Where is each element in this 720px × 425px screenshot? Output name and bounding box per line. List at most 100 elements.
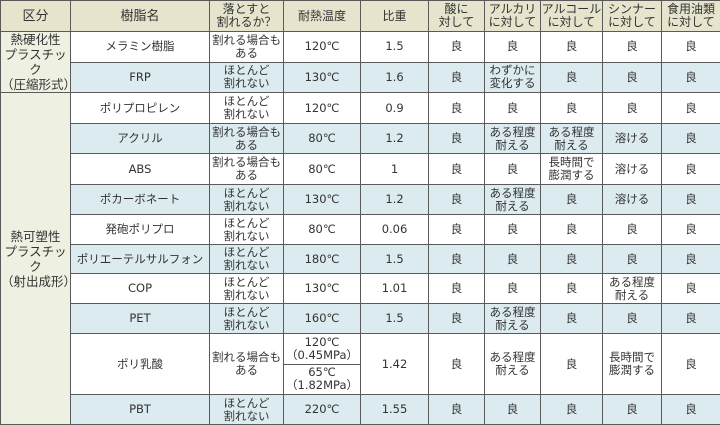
acid-cell: 良 [429, 274, 485, 304]
temperature-condition: 65℃ （1.82MPa） [284, 364, 360, 395]
thinner-cell: 良 [603, 215, 662, 245]
drop-break-cell: ほとんど 割れない [210, 395, 284, 425]
header-row: 区分 樹脂名 落とすと 割れるか？ 耐熱温度 比重 酸に 対して アルカリ に対… [1, 1, 720, 32]
specific-gravity-cell: 1.5 [361, 32, 429, 63]
specific-gravity-cell: 1.01 [361, 274, 429, 304]
edible-oil-cell: 良 [662, 245, 720, 274]
alkali-cell: 良 [485, 93, 541, 124]
resin-name-cell: PET [71, 304, 210, 334]
specific-gravity-cell: 0.9 [361, 93, 429, 124]
resin-name-cell: ポカーボネート [71, 185, 210, 215]
alcohol-cell: 良 [541, 304, 603, 334]
category-cell: 熱可塑性 プラスチック （射出成形） [1, 93, 71, 425]
resin-name-cell: ABS [71, 154, 210, 185]
specific-gravity-cell: 1 [361, 154, 429, 185]
header-resin-name: 樹脂名 [71, 1, 210, 32]
alcohol-cell: 長時間で 膨潤する [541, 154, 603, 185]
acid-cell: 良 [429, 334, 485, 395]
category-cell: 熱硬化性 プラスチック （圧縮形式） [1, 32, 71, 93]
acid-cell: 良 [429, 185, 485, 215]
acid-cell: 良 [429, 93, 485, 124]
split-temperature: 120℃ （0.45MPa）65℃ （1.82MPa） [284, 334, 360, 394]
acid-cell: 良 [429, 32, 485, 63]
edible-oil-cell: 良 [662, 304, 720, 334]
drop-break-cell: ほとんど 割れない [210, 304, 284, 334]
thinner-cell: 良 [603, 32, 662, 63]
thinner-cell: 溶ける [603, 154, 662, 185]
heat-resistance-cell: 120℃ [284, 93, 361, 124]
resin-name-cell: FRP [71, 62, 210, 93]
heat-resistance-cell: 80℃ [284, 215, 361, 245]
header-edible-oil: 食用油類 に対して [662, 1, 720, 32]
alkali-cell: 良 [485, 274, 541, 304]
thinner-cell: 長時間で 膨潤する [603, 334, 662, 395]
drop-break-cell: 割れる場合も ある [210, 32, 284, 63]
resin-name-cell: ポリ乳酸 [71, 334, 210, 395]
alcohol-cell: 良 [541, 62, 603, 93]
alcohol-cell: 良 [541, 185, 603, 215]
alkali-cell: 良 [485, 154, 541, 185]
header-drop-break: 落とすと 割れるか？ [210, 1, 284, 32]
resin-name-cell: ポリプロピレン [71, 93, 210, 124]
specific-gravity-cell: 1.2 [361, 124, 429, 154]
temperature-condition: 120℃ （0.45MPa） [284, 334, 360, 364]
alkali-cell: ある程度 耐える [485, 334, 541, 395]
drop-break-cell: ほとんど 割れない [210, 185, 284, 215]
alkali-cell: ある程度 耐える [485, 124, 541, 154]
heat-resistance-cell: 130℃ [284, 185, 361, 215]
specific-gravity-cell: 1.55 [361, 395, 429, 425]
acid-cell: 良 [429, 154, 485, 185]
alkali-cell: 良 [485, 32, 541, 63]
thinner-cell: 溶ける [603, 185, 662, 215]
alcohol-cell: 良 [541, 334, 603, 395]
resin-name-cell: PBT [71, 395, 210, 425]
edible-oil-cell: 良 [662, 334, 720, 395]
acid-cell: 良 [429, 62, 485, 93]
heat-resistance-cell: 130℃ [284, 274, 361, 304]
edible-oil-cell: 良 [662, 185, 720, 215]
specific-gravity-cell: 1.5 [361, 245, 429, 274]
resin-name-cell: アクリル [71, 124, 210, 154]
specific-gravity-cell: 1.2 [361, 185, 429, 215]
heat-resistance-cell: 120℃ （0.45MPa）65℃ （1.82MPa） [284, 334, 361, 395]
heat-resistance-cell: 130℃ [284, 62, 361, 93]
alcohol-cell: 良 [541, 274, 603, 304]
header-acid: 酸に 対して [429, 1, 485, 32]
specific-gravity-cell: 1.6 [361, 62, 429, 93]
heat-resistance-cell: 220℃ [284, 395, 361, 425]
header-category: 区分 [1, 1, 71, 32]
heat-resistance-cell: 160℃ [284, 304, 361, 334]
header-alcohol: アルコール に対して [541, 1, 603, 32]
alkali-cell: 良 [485, 245, 541, 274]
thinner-cell: 良 [603, 395, 662, 425]
acid-cell: 良 [429, 124, 485, 154]
edible-oil-cell: 良 [662, 215, 720, 245]
drop-break-cell: ほとんど 割れない [210, 62, 284, 93]
drop-break-cell: ほとんど 割れない [210, 274, 284, 304]
header-thinner: シンナー に対して [603, 1, 662, 32]
alcohol-cell: 良 [541, 215, 603, 245]
acid-cell: 良 [429, 395, 485, 425]
heat-resistance-cell: 80℃ [284, 124, 361, 154]
heat-resistance-cell: 180℃ [284, 245, 361, 274]
thinner-cell: 良 [603, 62, 662, 93]
drop-break-cell: ほとんど 割れない [210, 245, 284, 274]
alcohol-cell: 良 [541, 245, 603, 274]
alcohol-cell: ある程度 耐える [541, 124, 603, 154]
header-alkali: アルカリ に対して [485, 1, 541, 32]
drop-break-cell: ほとんど 割れない [210, 93, 284, 124]
specific-gravity-cell: 0.06 [361, 215, 429, 245]
header-heat-resistance: 耐熱温度 [284, 1, 361, 32]
edible-oil-cell: 良 [662, 154, 720, 185]
edible-oil-cell: 良 [662, 124, 720, 154]
alkali-cell: 良 [485, 395, 541, 425]
resin-name-cell: 発砲ポリプロ [71, 215, 210, 245]
thinner-cell: ある程度 耐える [603, 274, 662, 304]
acid-cell: 良 [429, 304, 485, 334]
alcohol-cell: 良 [541, 93, 603, 124]
specific-gravity-cell: 1.5 [361, 304, 429, 334]
